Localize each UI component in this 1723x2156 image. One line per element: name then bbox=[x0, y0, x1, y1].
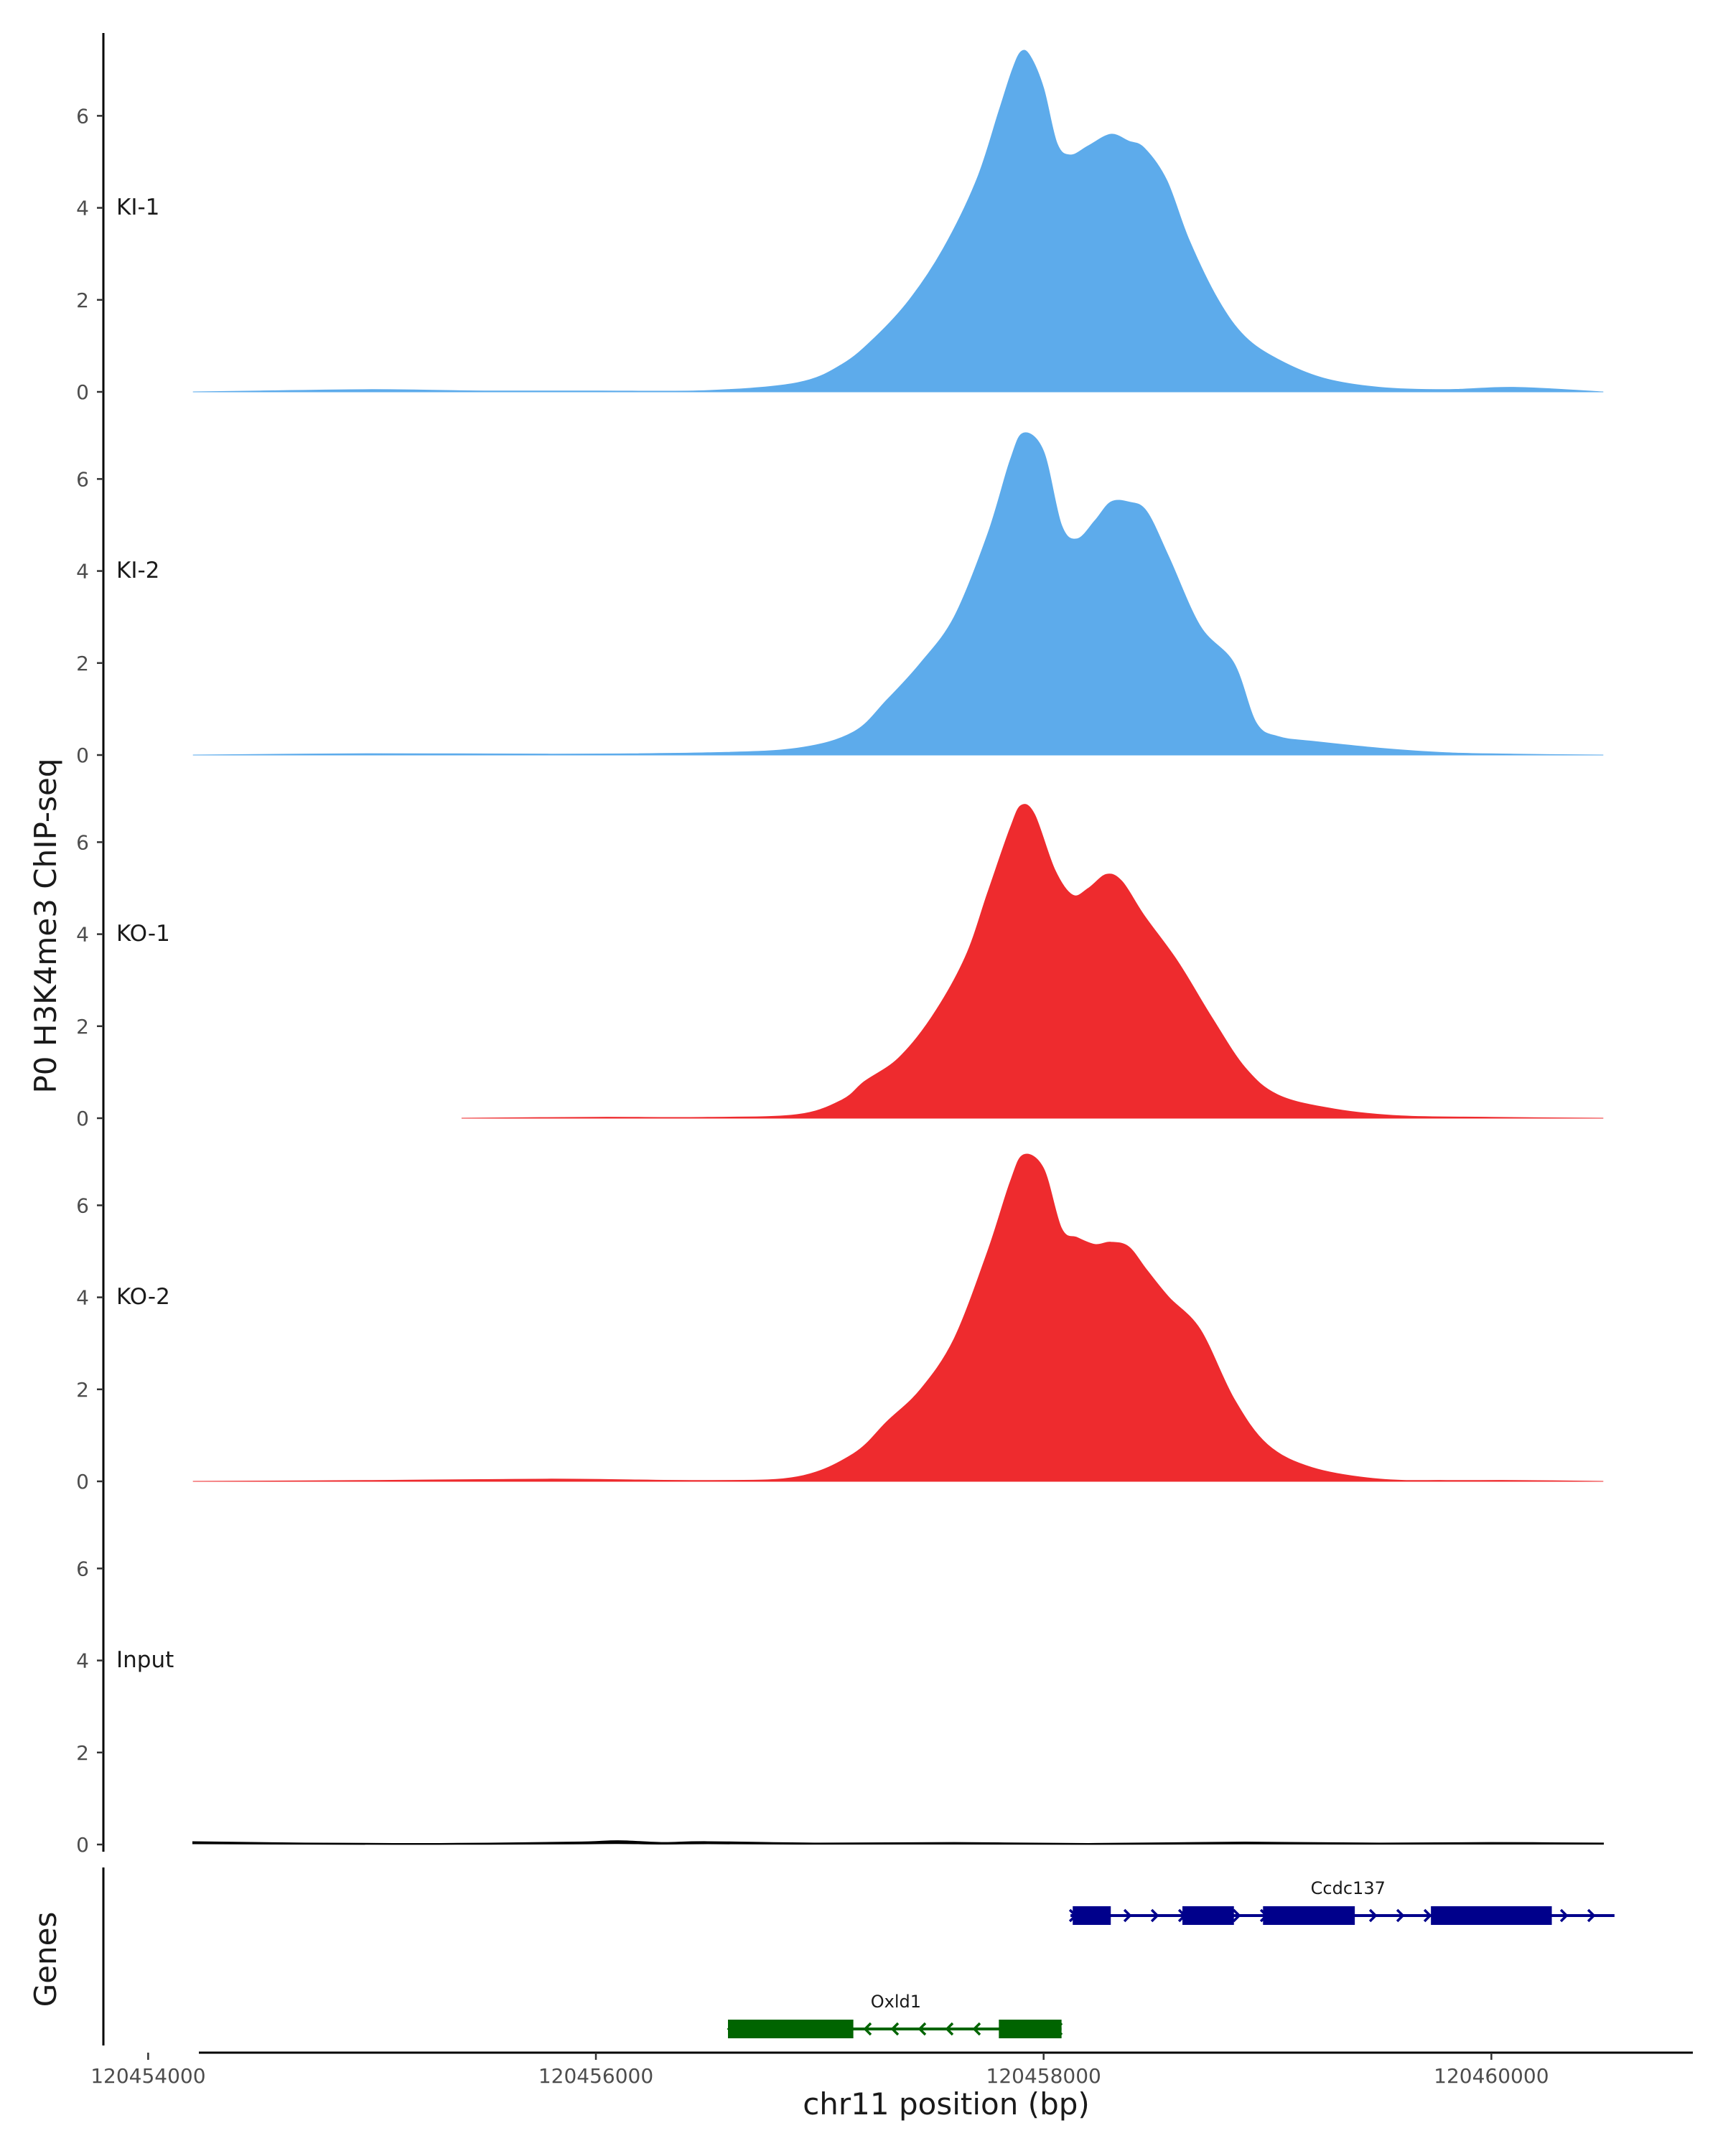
gene-exon bbox=[728, 2020, 854, 2038]
y-tick-label: 0 bbox=[76, 1470, 89, 1494]
x-tick-label: 120458000 bbox=[986, 2064, 1101, 2088]
strand-arrow bbox=[1423, 1908, 1432, 1923]
gene-exon bbox=[999, 2020, 1062, 2038]
coverage-area bbox=[461, 804, 1604, 1119]
gene-exon bbox=[1263, 1906, 1355, 1925]
y-tick-label: 4 bbox=[76, 560, 89, 583]
strand-arrow bbox=[1150, 1908, 1159, 1923]
y-tick-label: 4 bbox=[76, 197, 89, 220]
x-axis-title: chr11 position (bp) bbox=[803, 2086, 1090, 2122]
genes-axis-title: Genes bbox=[28, 1912, 63, 2007]
y-tick-label: 2 bbox=[76, 652, 89, 675]
gene-exon bbox=[1182, 1906, 1234, 1925]
strand-arrow bbox=[1232, 1908, 1241, 1923]
track-input-panel: 0 2 4 6 Input bbox=[76, 1486, 1605, 1857]
track-label: KI-2 bbox=[116, 558, 159, 583]
x-tick-label: 120460000 bbox=[1434, 2064, 1549, 2088]
track-label: Input bbox=[116, 1647, 174, 1673]
strand-arrow bbox=[1123, 1908, 1132, 1923]
strand-arrow bbox=[863, 2022, 872, 2036]
y-tick-label: 2 bbox=[76, 1741, 89, 1765]
coverage-area bbox=[192, 1840, 1605, 1845]
gene-oxld1: Oxld1 bbox=[727, 1992, 1063, 2038]
x-tick-label: 120454000 bbox=[90, 2064, 205, 2088]
y-tick-label: 6 bbox=[76, 467, 89, 491]
gene-ccdc137: Ccdc137 bbox=[1068, 1878, 1615, 1925]
coverage-area bbox=[192, 1153, 1604, 1482]
strand-arrow bbox=[890, 2022, 900, 2036]
gene-exon bbox=[1073, 1906, 1111, 1925]
strand-arrow bbox=[917, 2022, 927, 2036]
y-tick-label: 6 bbox=[76, 1557, 89, 1580]
y-tick-label: 0 bbox=[76, 380, 89, 404]
y-tick-label: 6 bbox=[76, 1194, 89, 1217]
y-tick-label: 0 bbox=[76, 1833, 89, 1857]
track-label: KO-1 bbox=[116, 921, 170, 947]
track-ko-1-panel: 0 2 4 6 KO-1 bbox=[76, 759, 1604, 1130]
y-tick-label: 2 bbox=[76, 1015, 89, 1039]
genes-panel: Ccdc137 Oxld1 bbox=[102, 1867, 1615, 2045]
gene-name-label: Oxld1 bbox=[871, 1992, 921, 2012]
y-tick-label: 4 bbox=[76, 923, 89, 947]
x-tick-label: 120456000 bbox=[538, 2064, 653, 2088]
y-tick-label: 4 bbox=[76, 1286, 89, 1310]
y-axis-title: P0 H3K4me3 ChIP-seq bbox=[28, 758, 63, 1093]
strand-arrow bbox=[945, 2022, 954, 2036]
strand-arrow bbox=[1368, 1908, 1378, 1923]
strand-arrow bbox=[972, 2022, 981, 2036]
strand-arrow bbox=[1559, 1908, 1569, 1923]
y-tick-label: 6 bbox=[76, 830, 89, 854]
track-label: KO-2 bbox=[116, 1284, 170, 1310]
x-axis: 120454000 120456000 120458000 120460000 bbox=[90, 2051, 1693, 2088]
coverage-area bbox=[192, 432, 1604, 756]
track-ko-2-panel: 0 2 4 6 KO-2 bbox=[76, 1122, 1604, 1494]
gene-name-label: Ccdc137 bbox=[1311, 1878, 1386, 1898]
y-tick-label: 6 bbox=[76, 104, 89, 128]
track-ki-2-panel: 0 2 4 6 KI-2 bbox=[76, 396, 1604, 767]
strand-arrow bbox=[1587, 1908, 1596, 1923]
y-tick-label: 2 bbox=[76, 289, 89, 312]
strand-arrow bbox=[1396, 1908, 1405, 1923]
y-tick-label: 2 bbox=[76, 1378, 89, 1402]
y-tick-label: 0 bbox=[76, 744, 89, 767]
y-tick-label: 4 bbox=[76, 1649, 89, 1673]
coverage-area bbox=[192, 50, 1604, 393]
y-tick-label: 0 bbox=[76, 1107, 89, 1130]
track-label: KI-1 bbox=[116, 194, 159, 220]
track-ki-1-panel: 0 2 4 6 KI-1 bbox=[76, 33, 1604, 404]
gene-exon bbox=[1431, 1906, 1552, 1925]
